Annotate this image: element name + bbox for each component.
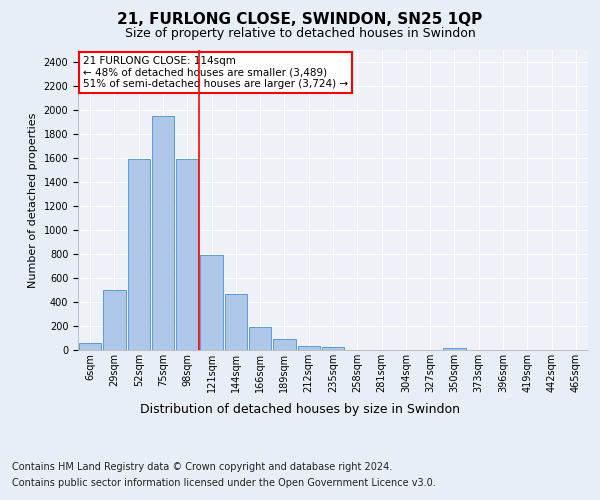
Text: 21, FURLONG CLOSE, SWINDON, SN25 1QP: 21, FURLONG CLOSE, SWINDON, SN25 1QP	[118, 12, 482, 28]
Text: Distribution of detached houses by size in Swindon: Distribution of detached houses by size …	[140, 402, 460, 415]
Bar	[176, 159, 199, 350]
Bar	[103, 290, 125, 350]
Bar	[443, 348, 466, 350]
Bar	[273, 339, 296, 350]
Bar	[79, 343, 101, 350]
Bar	[249, 326, 271, 350]
Text: Contains HM Land Registry data © Crown copyright and database right 2024.: Contains HM Land Registry data © Crown c…	[12, 462, 392, 472]
Text: 21 FURLONG CLOSE: 114sqm
← 48% of detached houses are smaller (3,489)
51% of sem: 21 FURLONG CLOSE: 114sqm ← 48% of detach…	[83, 56, 348, 89]
Text: Size of property relative to detached houses in Swindon: Size of property relative to detached ho…	[125, 28, 475, 40]
Bar	[152, 116, 174, 350]
Bar	[128, 159, 150, 350]
Text: Contains public sector information licensed under the Open Government Licence v3: Contains public sector information licen…	[12, 478, 436, 488]
Bar	[298, 346, 320, 350]
Bar	[322, 347, 344, 350]
Bar	[224, 294, 247, 350]
Bar	[200, 255, 223, 350]
Y-axis label: Number of detached properties: Number of detached properties	[28, 112, 38, 288]
